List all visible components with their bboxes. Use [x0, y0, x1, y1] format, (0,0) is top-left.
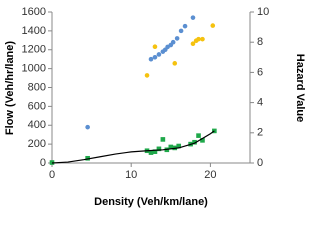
x-axis-title: Density (Veh/km/lane): [94, 196, 208, 208]
point: [178, 28, 184, 34]
y2-tick-label: 4: [257, 97, 263, 109]
point: [160, 137, 166, 142]
point: [196, 36, 201, 42]
point: [192, 139, 197, 145]
x-tick-label: 10: [125, 169, 137, 181]
point: [156, 146, 162, 152]
y-tick-label: 800: [28, 81, 46, 93]
point: [172, 61, 178, 66]
y2-tick-label: 8: [257, 36, 263, 48]
trend-line: [51, 130, 215, 164]
y2-tick-label: 10: [257, 6, 269, 18]
point: [148, 56, 154, 62]
point: [190, 15, 196, 20]
x-tick-label: 20: [204, 169, 216, 181]
point: [190, 41, 196, 47]
point: [182, 23, 188, 29]
y2-tick-label: 2: [257, 127, 263, 139]
point: [144, 73, 150, 78]
y2-axis-title: Hazard Value: [294, 54, 306, 122]
y2-tick-label: 6: [257, 66, 263, 78]
point: [152, 149, 158, 154]
point: [156, 52, 162, 57]
y-tick-label: 400: [28, 119, 46, 131]
point: [210, 23, 216, 28]
y-tick-label: 0: [40, 157, 46, 169]
y2-tick-label: 0: [257, 157, 263, 169]
point: [148, 150, 154, 155]
point: [152, 44, 158, 50]
point: [168, 144, 174, 150]
point: [200, 36, 205, 42]
y-tick-label: 1600: [22, 6, 46, 18]
point: [176, 143, 182, 149]
point: [85, 155, 90, 161]
point: [174, 36, 180, 41]
y-tick-label: 1200: [22, 44, 46, 56]
y-axis-title: Flow (Veh/hr/lane): [4, 41, 16, 135]
point: [170, 39, 176, 45]
y-tick-label: 600: [28, 100, 46, 112]
x-tick-label: 0: [49, 169, 55, 181]
point: [196, 133, 201, 138]
point: [152, 55, 158, 60]
chart: Density (Veh/km/lane) Flow (Veh/hr/lane)…: [4, 6, 306, 208]
point: [85, 124, 90, 130]
point: [200, 138, 205, 143]
y-tick-label: 1400: [22, 25, 46, 37]
y-tick-label: 200: [28, 138, 46, 150]
y-tick-label: 1000: [22, 63, 46, 75]
